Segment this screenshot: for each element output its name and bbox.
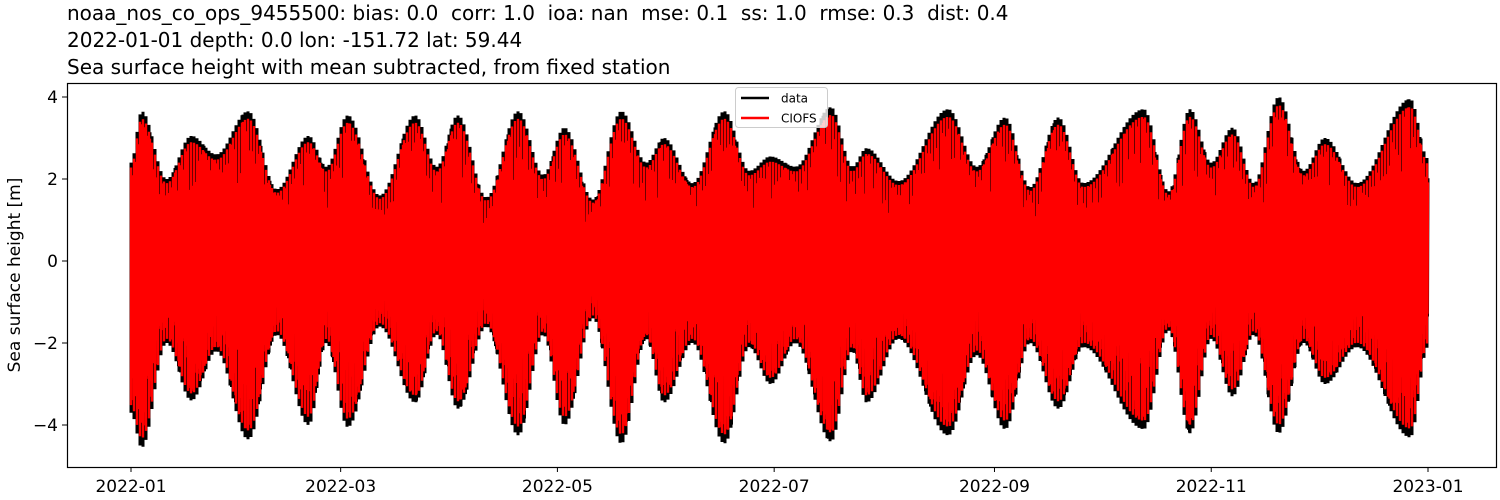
y-tick-label: 0 xyxy=(47,252,58,272)
chart-title-stats: noaa_nos_co_ops_9455500: bias: 0.0 corr:… xyxy=(67,1,1009,25)
chart-title-description: Sea surface height with mean subtracted,… xyxy=(67,55,671,79)
y-tick-label: 2 xyxy=(47,170,58,190)
y-tick-label: −2 xyxy=(33,334,58,354)
x-tick-label: 2022-11 xyxy=(1176,477,1247,497)
series-ciofs-line xyxy=(129,105,1430,438)
x-tick-label: 2022-05 xyxy=(522,477,593,497)
legend: data CIOFS xyxy=(735,87,828,128)
x-tick-label: 2022-03 xyxy=(305,477,376,497)
x-tick-label: 2022-01 xyxy=(95,477,166,497)
plot-area xyxy=(129,97,1430,447)
legend-label-data: data xyxy=(781,92,808,106)
chart-title-location: 2022-01-01 depth: 0.0 lon: -151.72 lat: … xyxy=(67,28,523,52)
y-tick-label: −4 xyxy=(33,416,58,436)
y-axis-label: Sea surface height [m] xyxy=(5,178,25,373)
legend-label-ciofs: CIOFS xyxy=(781,112,817,126)
x-tick-label: 2022-07 xyxy=(739,477,810,497)
axes-frame xyxy=(66,82,1498,469)
x-tick-label: 2023-01 xyxy=(1392,477,1463,497)
y-axis: 4 2 0 −2 −4 xyxy=(33,88,67,436)
x-axis: 2022-01 2022-03 2022-05 2022-07 2022-09 2022-… xyxy=(95,467,1464,497)
x-tick-label: 2022-09 xyxy=(959,477,1030,497)
y-tick-label: 4 xyxy=(47,88,58,108)
